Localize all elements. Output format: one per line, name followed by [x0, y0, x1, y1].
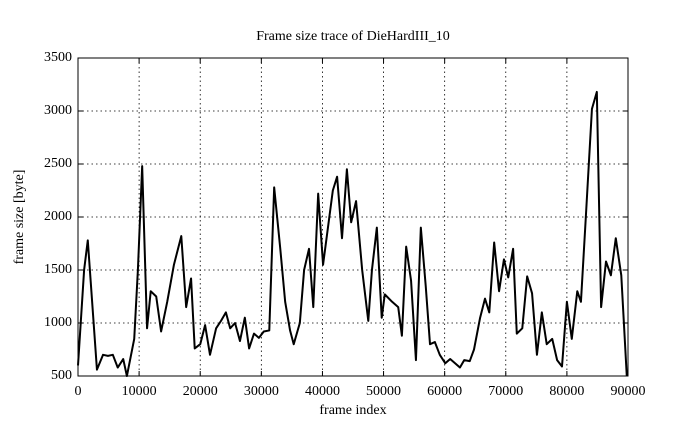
x-tick-label: 50000: [366, 384, 401, 399]
x-tick-label: 10000: [122, 384, 157, 399]
y-tick-label: 2000: [44, 209, 72, 224]
y-tick-label: 2500: [44, 156, 72, 171]
x-tick-label: 60000: [427, 384, 462, 399]
chart-title: Frame size trace of DieHardIII_10: [256, 29, 450, 44]
x-tick-label: 90000: [611, 384, 646, 399]
y-tick-label: 1500: [44, 262, 72, 277]
y-tick-label: 1000: [44, 315, 72, 330]
x-tick-label: 20000: [183, 384, 218, 399]
plot-frame: [77, 57, 629, 377]
y-tick-label: 3500: [44, 50, 72, 65]
data-line: [77, 90, 628, 377]
x-tick-label: 70000: [488, 384, 523, 399]
x-tick-label: 80000: [549, 384, 584, 399]
x-tick-label: 30000: [244, 384, 279, 399]
y-tick-label: 500: [51, 368, 72, 383]
x-tick-label: 40000: [305, 384, 340, 399]
x-tick-label: 0: [75, 384, 82, 399]
x-axis-label: frame index: [319, 403, 386, 418]
y-axis-label: frame size [byte]: [12, 170, 27, 265]
y-tick-label: 3000: [44, 103, 72, 118]
